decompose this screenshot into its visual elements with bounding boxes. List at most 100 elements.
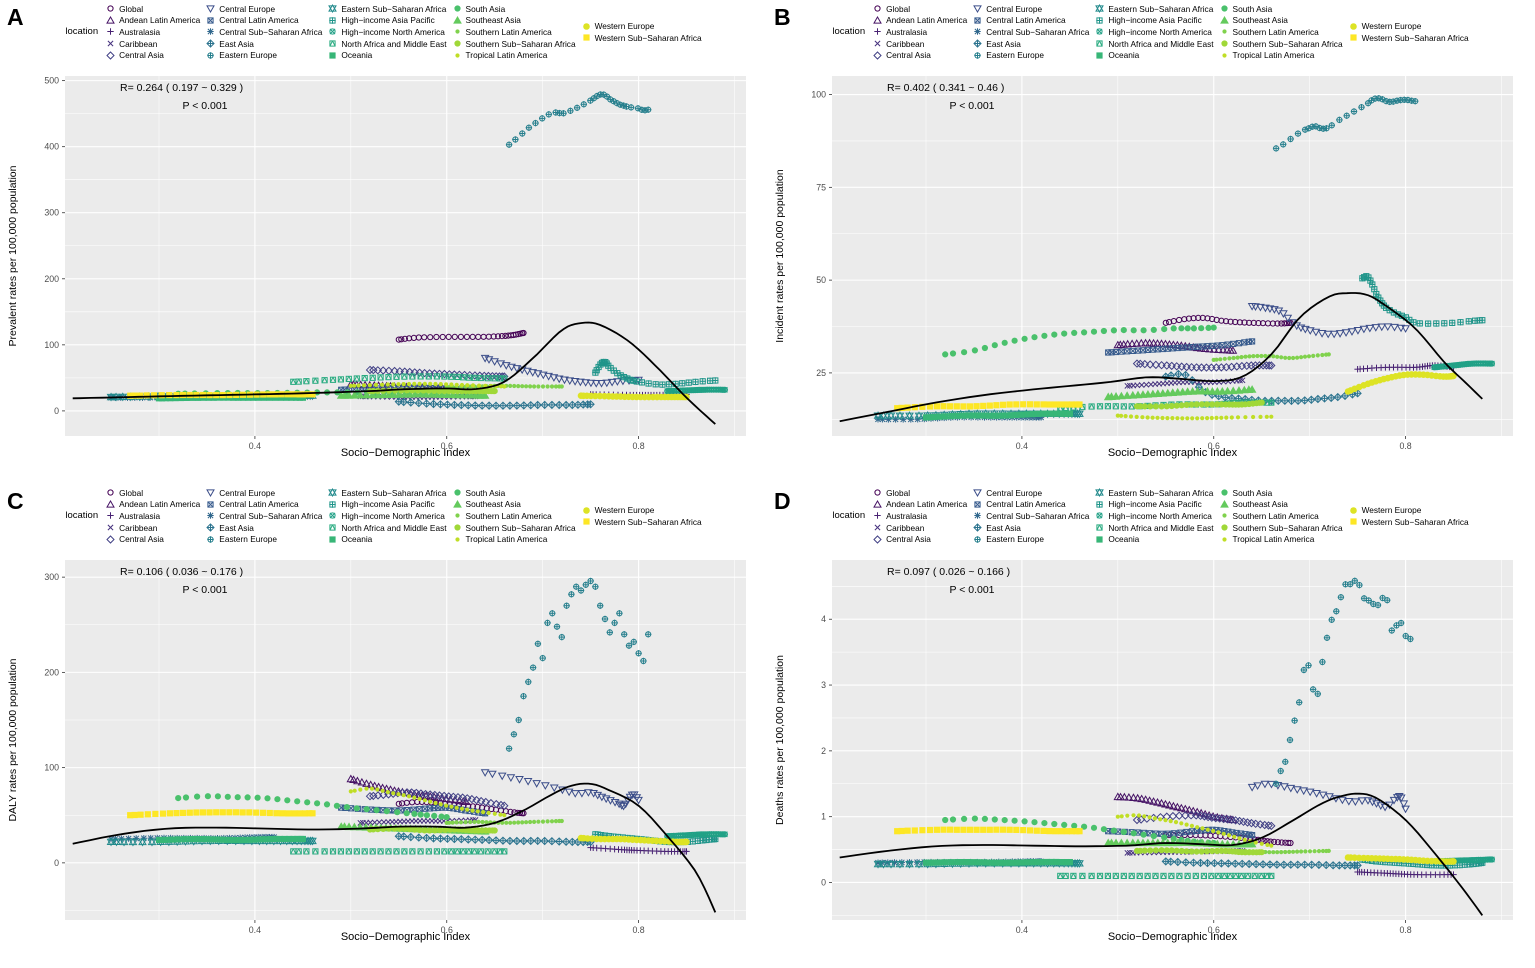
legend-marker-icon [1349,34,1357,41]
panel-label-d: D [774,488,791,514]
legend-item-label: Andean Latin America [119,15,201,26]
svg-text:300: 300 [44,208,59,218]
legend-marker-icon [1221,53,1227,58]
legend-marker-icon [974,512,981,520]
stats-annotation: R= 0.264 ( 0.197 ~ 0.329 ) P < 0.001 [120,82,350,112]
r-value-text: R= 0.264 ( 0.197 ~ 0.329 ) [120,82,244,94]
legend-item: Western Europe [581,20,702,32]
legend-item: Global [872,3,967,15]
legend-item: Oceania [1094,533,1213,545]
legend-item: Southeast Asia [1219,15,1343,27]
legend-marker-icon [1096,17,1104,24]
panel-label-b: B [774,4,791,30]
legend-item: Tropical Latin America [452,49,576,61]
legend-item: Eastern Europe [205,533,322,545]
legend-item-label: Western Europe [1361,505,1422,516]
legend-item-label: Eastern Europe [219,50,277,61]
legend-item: High−income North America [327,26,446,38]
legend-item: North Africa and Middle East [1094,38,1214,50]
legend-marker-icon [1219,499,1229,508]
legend-marker-icon [107,28,114,36]
legend-item: Andean Latin America [872,15,967,27]
legend-item-label: Western Sub−Saharan Africa [1361,516,1469,527]
legend-marker-icon [329,524,336,531]
legend-item: Tropical Latin America [452,533,576,545]
legend-item-label: Central Latin America [986,15,1066,26]
x-axis-title: Socio−Demographic Index [340,447,471,459]
legend: location Global Andean Latin America Austra… [767,3,1534,61]
legend-marker-icon [974,28,981,36]
svg-text:25: 25 [816,368,826,378]
legend-marker-icon [1220,5,1228,12]
svg-text:100: 100 [44,763,59,773]
legend-item: High−income North America [1094,510,1213,522]
legend-item-label: Oceania [341,534,373,545]
legend-item-label: Tropical Latin America [465,534,548,545]
legend-marker-icon [329,28,336,36]
legend-item: Southern Latin America [1219,26,1343,38]
legend-marker-icon [207,51,214,59]
svg-text:0: 0 [821,877,826,887]
legend-item-label: Southern Sub−Saharan Africa [465,522,576,533]
legend-item: Caribbean [872,38,967,50]
legend-marker-icon [107,512,114,520]
legend-item: Central Sub−Saharan Africa [205,26,322,38]
scatter-plot-daly: 0.4 0.6 0.8 0 100 200 300 [44,560,746,935]
legend-item: Central Europe [205,3,322,15]
legend: location Global Andean Latin America Austra… [0,487,767,545]
legend-marker-icon [106,499,115,508]
legend-marker-icon [329,52,336,59]
legend-marker-icon [207,28,214,36]
legend-marker-icon [1221,29,1227,35]
legend-item: Oceania [1094,49,1213,61]
legend-item: High−income Asia Pacific [327,15,446,27]
legend-marker-icon [106,15,115,24]
legend-item-label: Eastern Sub−Saharan Africa [1108,3,1214,14]
p-value-text: P < 0.001 [949,584,995,596]
legend-marker-icon [1096,512,1103,520]
legend-marker-icon [107,40,114,47]
legend-item: East Asia [205,38,322,50]
legend-item-label: Southern Latin America [1232,26,1319,37]
legend-item-label: Western Sub−Saharan Africa [594,32,702,43]
legend-item: Australasia [872,510,967,522]
legend-item: Eastern Sub−Saharan Africa [1094,3,1213,15]
svg-text:0.4: 0.4 [249,441,261,451]
legend-marker-icon [1096,501,1104,508]
legend-item: Southern Sub−Saharan Africa [452,522,576,534]
legend-marker-icon [328,4,338,14]
legend-item-label: North Africa and Middle East [1108,522,1214,533]
legend-item-label: High−income North America [1108,510,1212,521]
legend-item-label: Central Europe [219,487,276,498]
legend-item-label: Caribbean [886,38,925,49]
legend-marker-icon [874,5,881,12]
legend-item: East Asia [972,522,1089,534]
legend-item: Central Asia [105,533,200,545]
legend-item: North Africa and Middle East [327,522,447,534]
legend-marker-icon [452,499,462,508]
legend-marker-icon [454,29,460,35]
legend-marker-icon [454,537,460,542]
legend-item-label: Global [886,487,911,498]
legend-item: Central Latin America [972,15,1089,27]
legend-marker-icon [974,17,981,24]
legend-item-label: Global [886,3,911,14]
legend-item: Australasia [105,26,200,38]
legend-item-label: Global [119,487,144,498]
legend-item: Western Sub−Saharan Africa [581,516,702,528]
panel-a: A location Global Andean Latin America Aust… [0,0,767,484]
legend-item-label: Caribbean [119,38,158,49]
panel-label-a: A [7,4,24,30]
legend-item: South Asia [1219,487,1343,499]
legend-item-label: Tropical Latin America [1232,534,1315,545]
legend-marker-icon [974,535,981,543]
legend-marker-icon [973,39,983,48]
legend-item: Global [872,487,967,499]
legend-item-label: Central Sub−Saharan Africa [986,26,1090,37]
legend-marker-icon [453,489,461,496]
legend-marker-icon [874,489,881,496]
legend-item: High−income North America [1094,26,1213,38]
legend-marker-icon [1349,22,1357,30]
y-axis-title: Prevalent rates per 100,000 population [7,165,19,347]
legend-item-label: Central Asia [119,50,164,61]
